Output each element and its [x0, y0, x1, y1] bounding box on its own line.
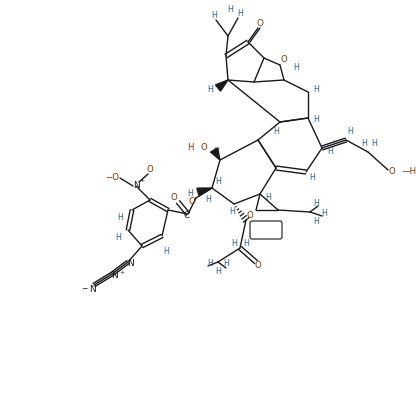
Text: O: O	[255, 261, 261, 271]
FancyBboxPatch shape	[250, 221, 282, 239]
Polygon shape	[197, 188, 212, 196]
Text: Abs: Abs	[259, 226, 273, 235]
Text: −O: −O	[105, 173, 119, 182]
Text: H: H	[163, 248, 169, 256]
Text: C: C	[183, 211, 189, 220]
Text: H: H	[211, 11, 217, 21]
Text: H: H	[309, 173, 315, 182]
Text: H: H	[207, 260, 213, 269]
Text: H: H	[215, 177, 221, 186]
Text: H: H	[237, 9, 243, 19]
Text: H: H	[361, 139, 367, 149]
Text: O: O	[188, 198, 196, 207]
Polygon shape	[210, 148, 220, 160]
Text: O: O	[281, 55, 287, 64]
Text: H: H	[205, 196, 211, 205]
Text: H: H	[265, 194, 271, 203]
Text: H: H	[115, 233, 121, 241]
Text: O: O	[247, 211, 253, 220]
Text: H: H	[273, 128, 279, 137]
Text: −: −	[81, 284, 87, 293]
Text: H: H	[207, 85, 213, 94]
Text: N: N	[133, 181, 139, 190]
Text: H: H	[243, 239, 249, 248]
Text: N: N	[128, 260, 134, 269]
Text: H: H	[227, 6, 233, 15]
Text: H: H	[293, 62, 299, 71]
Text: H: H	[187, 190, 193, 199]
Text: H: H	[327, 147, 333, 156]
Text: O: O	[257, 19, 263, 28]
Text: H: H	[215, 267, 221, 276]
Text: O: O	[389, 167, 395, 177]
Text: H: H	[313, 115, 319, 124]
Text: —H: —H	[402, 167, 416, 177]
Text: H: H	[229, 207, 235, 216]
Text: H: H	[231, 239, 237, 248]
Text: H: H	[223, 260, 229, 269]
Text: H: H	[313, 218, 319, 226]
Text: H: H	[347, 128, 353, 137]
Text: +: +	[139, 179, 145, 184]
Polygon shape	[215, 80, 228, 91]
Text: N: N	[89, 284, 95, 293]
Text: H: H	[371, 139, 377, 149]
Text: H: H	[117, 214, 123, 222]
Text: H: H	[188, 143, 194, 152]
Text: O: O	[146, 166, 154, 175]
Text: H: H	[313, 199, 319, 209]
Text: N: N	[111, 271, 119, 280]
Text: H: H	[213, 147, 219, 156]
Text: +: +	[119, 269, 125, 275]
Text: O: O	[171, 194, 177, 203]
Text: O: O	[201, 143, 207, 152]
Text: H: H	[313, 85, 319, 94]
Text: H: H	[321, 209, 327, 218]
